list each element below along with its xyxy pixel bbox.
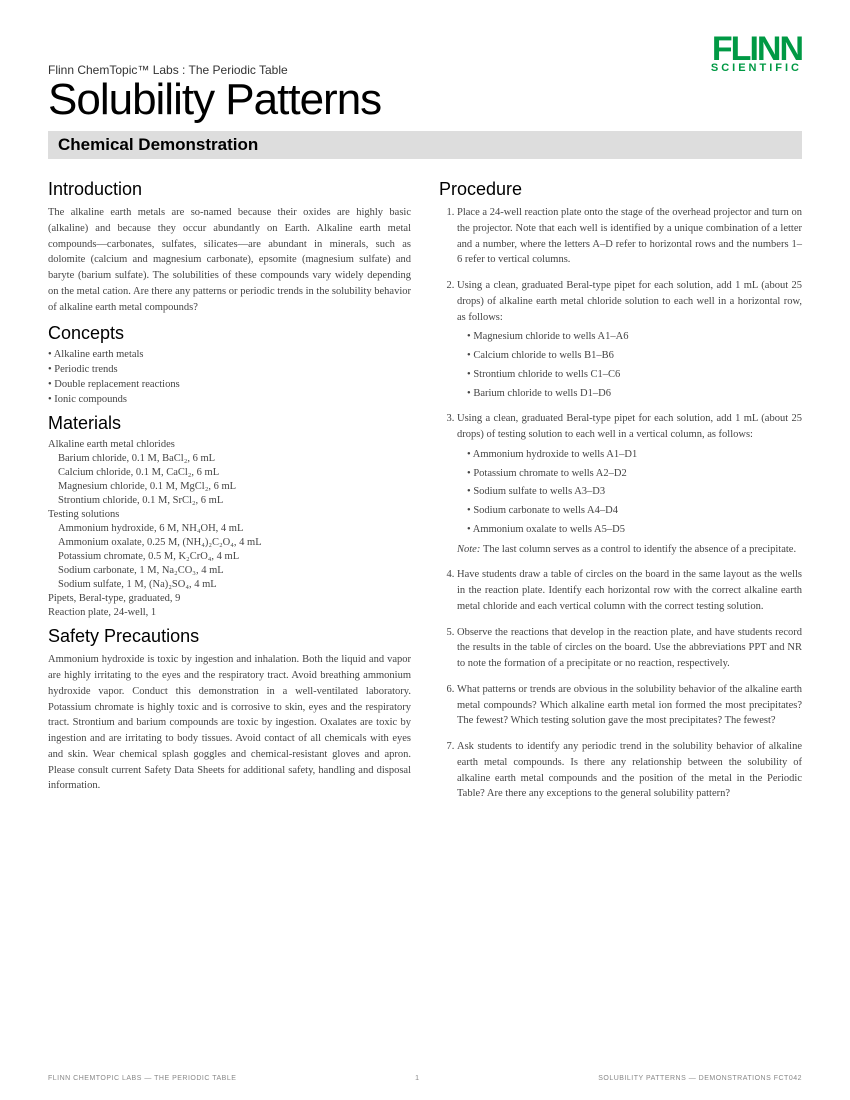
materials-item: Sodium sulfate, 1 M, (Na)₂SO₄, 4 mL: [58, 579, 411, 590]
procedure-sublist: Magnesium chloride to wells A1–A6 Calcium…: [457, 329, 802, 401]
procedure-step: Ask students to identify any periodic tr…: [457, 739, 802, 802]
concept-item: • Ionic compounds: [48, 394, 411, 405]
subtitle: Chemical Demonstration: [58, 135, 792, 155]
procedure-note: Note: The last column serves as a contro…: [457, 542, 802, 558]
subtitle-bar: Chemical Demonstration: [48, 131, 802, 159]
procedure-sub-item: Ammonium hydroxide to wells A1–D1: [467, 447, 802, 463]
procedure-sub-item: Sodium sulfate to wells A3–D3: [467, 484, 802, 500]
right-column: Procedure Place a 24-well reaction plate…: [439, 171, 802, 812]
procedure-sub-item: Ammonium oxalate to wells A5–D5: [467, 522, 802, 538]
materials-item: Calcium chloride, 0.1 M, CaCl₂, 6 mL: [58, 467, 411, 478]
content-columns: Introduction The alkaline earth metals a…: [48, 171, 802, 812]
concept-item: • Double replacement reactions: [48, 379, 411, 390]
materials-list: Alkaline earth metal chlorides Barium chl…: [48, 439, 411, 618]
procedure-sub-item: Magnesium chloride to wells A1–A6: [467, 329, 802, 345]
procedure-sub-item: Calcium chloride to wells B1–B6: [467, 348, 802, 364]
header: Flinn ChemTopic™ Labs : The Periodic Tab…: [48, 35, 802, 77]
logo-bottom: SCIENTIFIC: [711, 64, 802, 73]
materials-item: Strontium chloride, 0.1 M, SrCl₂, 6 mL: [58, 495, 411, 506]
procedure-sub-item: Sodium carbonate to wells A4–D4: [467, 503, 802, 519]
concepts-list: • Alkaline earth metals • Periodic trends…: [48, 349, 411, 405]
left-column: Introduction The alkaline earth metals a…: [48, 171, 411, 812]
procedure-sub-item: Potassium chromate to wells A2–D2: [467, 466, 802, 482]
materials-group-label: Alkaline earth metal chlorides: [48, 439, 411, 450]
procedure-step: Observe the reactions that develop in th…: [457, 625, 802, 672]
materials-item: Sodium carbonate, 1 M, Na₂CO₃, 4 mL: [58, 565, 411, 576]
procedure-list: Place a 24-well reaction plate onto the …: [439, 205, 802, 802]
procedure-heading: Procedure: [439, 179, 802, 200]
footer-page-number: 1: [415, 1075, 419, 1082]
footer-right: SOLUBILITY PATTERNS — DEMONSTRATIONS FCT…: [598, 1075, 802, 1082]
page-title: Solubility Patterns: [48, 75, 802, 125]
procedure-step: Have students draw a table of circles on…: [457, 567, 802, 614]
page-footer: FLINN CHEMTOPIC LABS — THE PERIODIC TABL…: [48, 1075, 802, 1082]
introduction-text: The alkaline earth metals are so-named b…: [48, 205, 411, 315]
materials-group-label: Testing solutions: [48, 509, 411, 520]
procedure-step: What patterns or trends are obvious in t…: [457, 682, 802, 729]
materials-item: Ammonium hydroxide, 6 M, NH₄OH, 4 mL: [58, 523, 411, 534]
concept-item: • Periodic trends: [48, 364, 411, 375]
brand-logo: FLINN SCIENTIFIC: [711, 35, 802, 73]
procedure-step: Using a clean, graduated Beral-type pipe…: [457, 278, 802, 401]
materials-item: Magnesium chloride, 0.1 M, MgCl₂, 6 mL: [58, 481, 411, 492]
materials-heading: Materials: [48, 413, 411, 434]
logo-top: FLINN: [711, 35, 802, 64]
procedure-sub-item: Strontium chloride to wells C1–C6: [467, 367, 802, 383]
footer-left: FLINN CHEMTOPIC LABS — THE PERIODIC TABL…: [48, 1075, 236, 1082]
introduction-heading: Introduction: [48, 179, 411, 200]
procedure-step: Using a clean, graduated Beral-type pipe…: [457, 411, 802, 557]
safety-text: Ammonium hydroxide is toxic by ingestion…: [48, 652, 411, 794]
concept-item: • Alkaline earth metals: [48, 349, 411, 360]
safety-heading: Safety Precautions: [48, 626, 411, 647]
materials-item: Potassium chromate, 0.5 M, K₂CrO₄, 4 mL: [58, 551, 411, 562]
materials-item: Barium chloride, 0.1 M, BaCl₂, 6 mL: [58, 453, 411, 464]
concepts-heading: Concepts: [48, 323, 411, 344]
procedure-step: Place a 24-well reaction plate onto the …: [457, 205, 802, 268]
materials-item: Reaction plate, 24-well, 1: [48, 607, 411, 618]
procedure-sublist: Ammonium hydroxide to wells A1–D1 Potassi…: [457, 447, 802, 538]
materials-item: Ammonium oxalate, 0.25 M, (NH₄)₂C₂O₄, 4 …: [58, 537, 411, 548]
materials-item: Pipets, Beral-type, graduated, 9: [48, 593, 411, 604]
procedure-sub-item: Barium chloride to wells D1–D6: [467, 386, 802, 402]
